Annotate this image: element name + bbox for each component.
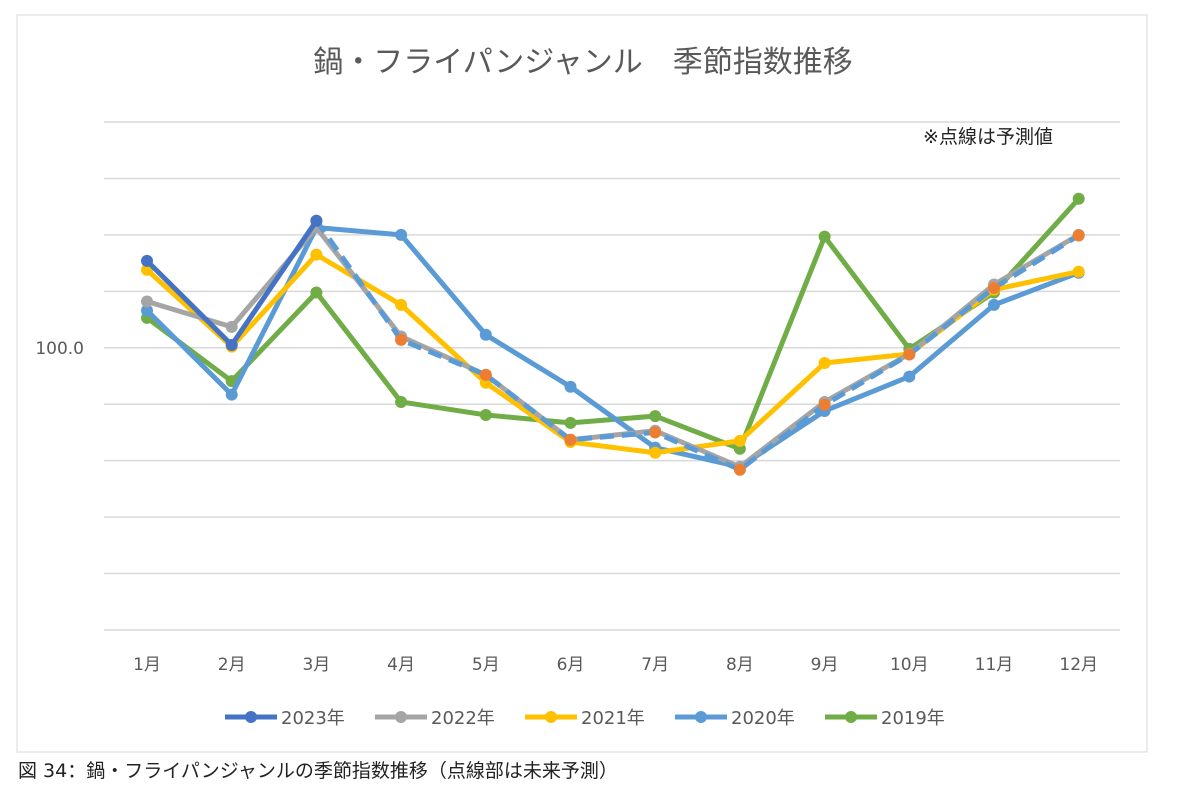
- legend-label: 2022年: [431, 708, 495, 729]
- data-point: [310, 248, 323, 261]
- data-point: [564, 433, 577, 446]
- x-tick-label: 8月: [726, 655, 754, 675]
- data-point: [649, 446, 662, 459]
- data-point: [564, 416, 577, 429]
- x-tick-label: 11月: [975, 655, 1014, 675]
- data-point: [479, 368, 492, 381]
- legend-item: 2019年: [825, 708, 945, 729]
- data-point: [225, 388, 238, 401]
- legend-item: 2021年: [525, 708, 645, 729]
- data-point: [395, 333, 408, 346]
- data-point: [310, 214, 323, 227]
- data-point: [1072, 229, 1085, 242]
- data-point: [479, 328, 492, 341]
- x-tick-label: 7月: [641, 655, 669, 675]
- data-point: [733, 463, 746, 476]
- data-point: [649, 426, 662, 439]
- series-line: [314, 219, 1081, 473]
- figure-caption: 図 34：鍋・フライパンジャンルの季節指数推移（点線部は未来予測）: [18, 760, 618, 782]
- legend-marker: [845, 711, 857, 723]
- legend-marker: [545, 711, 557, 723]
- data-point: [1072, 265, 1085, 278]
- data-point: [903, 370, 916, 383]
- legend-label: 2023年: [281, 708, 345, 729]
- legend-marker: [695, 711, 707, 723]
- data-point: [818, 357, 831, 370]
- data-point: [988, 298, 1000, 311]
- x-tick-label: 2月: [218, 655, 246, 675]
- data-point: [225, 320, 238, 333]
- y-tick-label: 100.0: [35, 339, 84, 359]
- x-tick-label: 10月: [890, 655, 929, 675]
- legend-item: 2023年: [225, 708, 345, 729]
- data-point: [141, 304, 153, 317]
- data-point: [1072, 192, 1085, 205]
- x-tick-label: 9月: [811, 655, 839, 675]
- x-tick-label: 12月: [1059, 655, 1098, 675]
- legend-marker: [395, 711, 407, 723]
- x-tick-label: 3月: [302, 655, 330, 675]
- forecast-note: ※点線は予測値: [923, 126, 1053, 148]
- x-tick-label: 6月: [557, 655, 585, 675]
- chart-title: 鍋・フライパンジャンル 季節指数推移: [313, 45, 852, 80]
- data-point: [225, 338, 238, 351]
- data-point: [141, 295, 153, 308]
- legend-item: 2022年: [375, 708, 495, 729]
- data-point: [903, 348, 916, 361]
- chart-frame: [16, 14, 1148, 753]
- series-2023年: [141, 214, 323, 351]
- data-point: [310, 286, 323, 299]
- legend-marker: [245, 711, 257, 723]
- data-point: [733, 434, 746, 447]
- data-point: [395, 298, 408, 311]
- x-tick-label: 1月: [133, 655, 161, 675]
- data-point: [649, 410, 662, 423]
- legend-label: 2020年: [731, 708, 795, 729]
- x-tick-label: 5月: [472, 655, 500, 675]
- data-point: [564, 380, 577, 393]
- data-point: [395, 395, 408, 408]
- data-point: [141, 254, 153, 267]
- data-point: [818, 230, 831, 243]
- legend-label: 2021年: [581, 708, 645, 729]
- x-tick-label: 4月: [387, 655, 415, 675]
- legend-label: 2019年: [881, 708, 945, 729]
- data-point: [988, 281, 1000, 294]
- data-point: [479, 408, 492, 421]
- legend-item: 2020年: [675, 708, 795, 729]
- series-line: [145, 225, 1080, 470]
- data-point: [818, 398, 831, 411]
- data-point: [395, 228, 408, 241]
